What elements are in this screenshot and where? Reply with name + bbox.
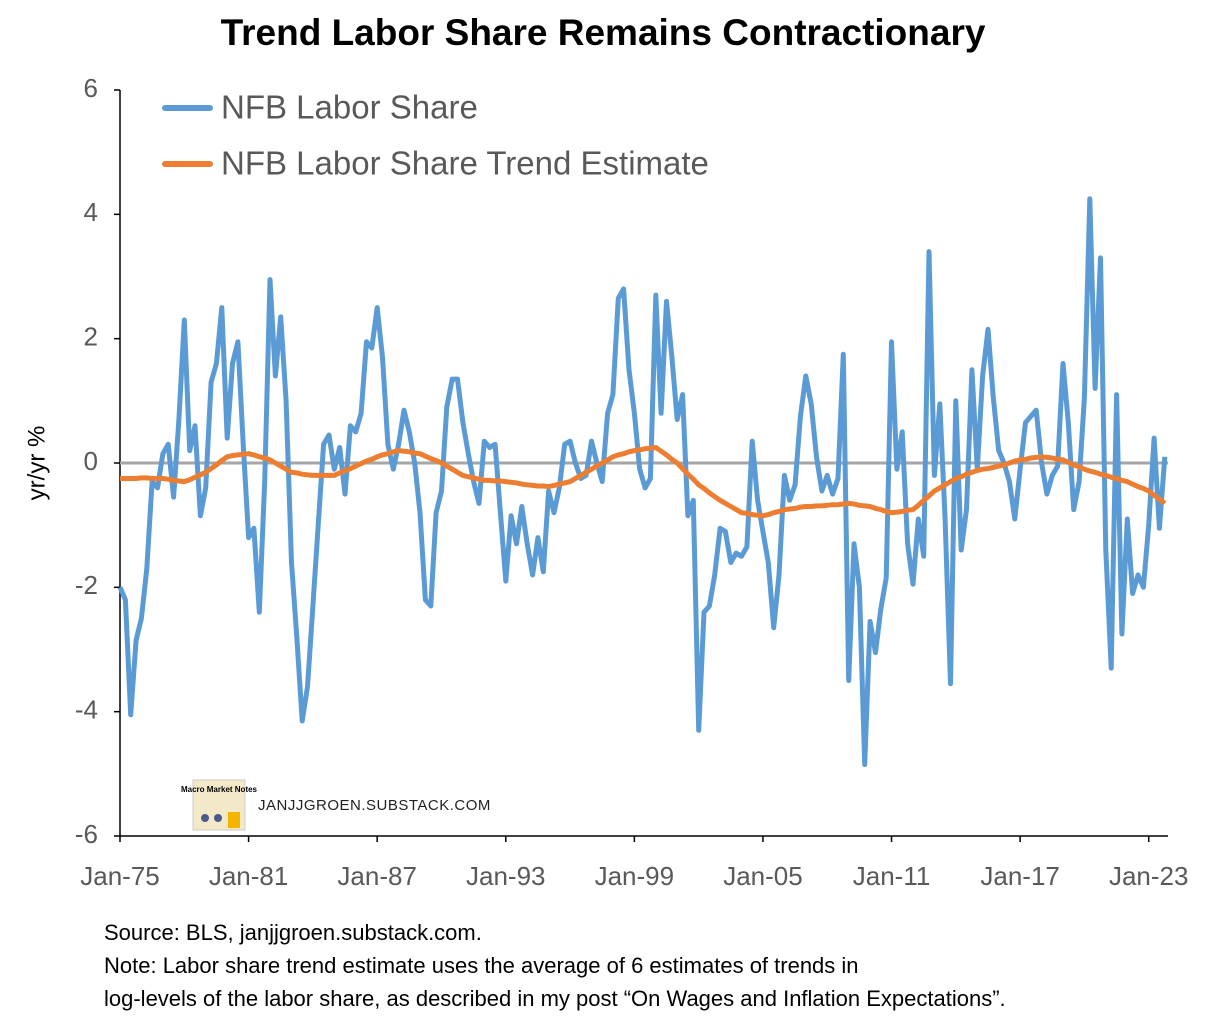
chart-title: Trend Labor Share Remains Contractionary — [221, 12, 986, 53]
data-line — [120, 445, 1167, 519]
logo-text: Macro Market Notes — [181, 785, 258, 794]
x-tick-label: Jan-87 — [337, 861, 417, 891]
footnote: Source: BLS, janjjgroen.substack.com. — [104, 920, 482, 945]
x-tick-label: Jan-17 — [980, 861, 1060, 891]
y-tick-label: 6 — [84, 73, 98, 103]
footnote: Note: Labor share trend estimate uses th… — [104, 953, 859, 978]
data-line — [117, 196, 1168, 767]
y-tick-label: 0 — [84, 446, 98, 476]
x-tick-label: Jan-81 — [209, 861, 289, 891]
legend-label: NFB Labor Share — [221, 89, 478, 126]
y-tick-label: -2 — [75, 570, 98, 600]
y-tick-label: 2 — [84, 322, 98, 352]
x-tick-label: Jan-23 — [1109, 861, 1189, 891]
logo — [192, 779, 246, 831]
x-tick-label: Jan-05 — [723, 861, 803, 891]
x-tick-label: Jan-93 — [466, 861, 546, 891]
x-tick-label: Jan-99 — [595, 861, 675, 891]
y-axis-label: yr/yr % — [23, 426, 50, 501]
y-tick-label: 4 — [84, 197, 98, 227]
footnote: log-levels of the labor share, as descri… — [104, 986, 1006, 1011]
x-tick-label: Jan-75 — [80, 861, 160, 891]
watermark: JANJJGROEN.SUBSTACK.COM — [258, 797, 491, 814]
y-tick-label: -6 — [75, 819, 98, 849]
y-tick-label: -4 — [75, 695, 98, 725]
legend-label: NFB Labor Share Trend Estimate — [221, 145, 709, 182]
x-tick-label: Jan-11 — [853, 861, 931, 891]
